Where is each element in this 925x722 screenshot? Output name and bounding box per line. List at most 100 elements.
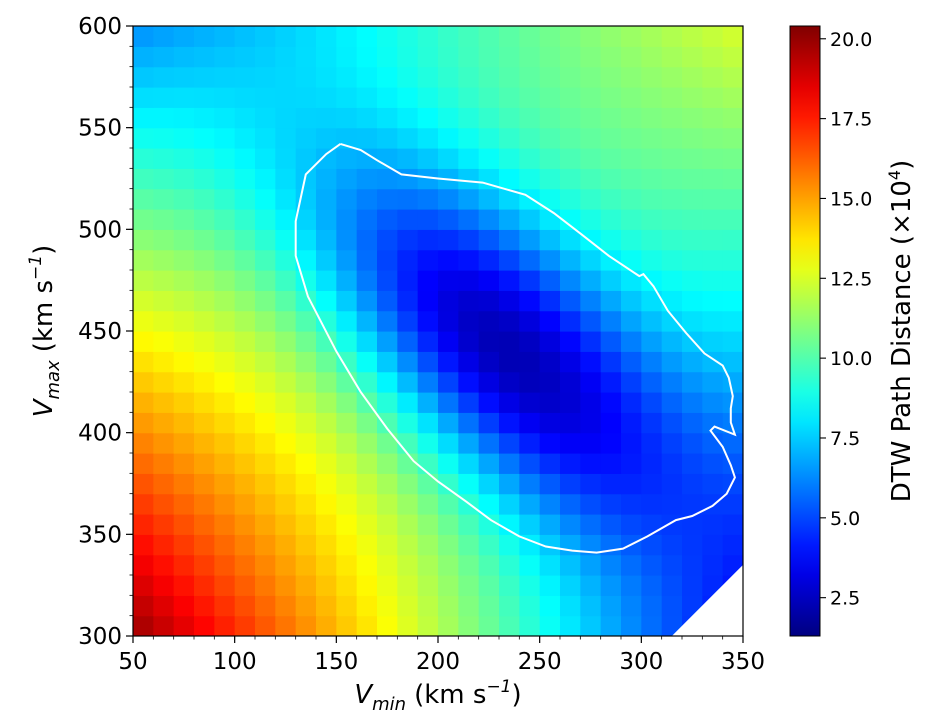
heatmap-cell [560, 371, 581, 393]
heatmap-cell [234, 371, 256, 393]
heatmap-cell [600, 290, 622, 312]
heatmap-cell [478, 127, 500, 149]
heatmap-cell [153, 412, 175, 434]
heatmap-cell [356, 554, 378, 576]
heatmap-cell [194, 595, 215, 617]
heatmap-cell [336, 473, 358, 495]
heatmap-cell [539, 270, 561, 291]
heatmap-cell [478, 595, 500, 617]
heatmap-cell [702, 87, 724, 108]
heatmap-cell [173, 127, 195, 149]
heatmap-cell [539, 229, 561, 251]
heatmap-cell [275, 107, 297, 129]
heatmap-cell [560, 412, 581, 434]
heatmap-cell [641, 46, 663, 68]
heatmap-cell [722, 229, 743, 251]
heatmap-cell [173, 432, 195, 454]
heatmap-cell [682, 453, 703, 474]
heatmap-cell [377, 209, 398, 230]
heatmap-cell [600, 371, 622, 393]
heatmap-cell [275, 249, 297, 271]
heatmap-cell [234, 46, 256, 68]
heatmap-cell [214, 249, 236, 271]
heatmap-cell [621, 249, 642, 271]
heatmap-cell [275, 534, 297, 556]
heatmap-cell [519, 595, 541, 617]
heatmap-cell [316, 371, 337, 393]
heatmap-cell [661, 453, 683, 474]
heatmap-cell [621, 615, 642, 636]
heatmap-cell [356, 229, 378, 251]
heatmap-cell [661, 66, 683, 88]
heatmap-cell [539, 87, 561, 108]
heatmap-cell [641, 392, 663, 413]
heatmap-cell [641, 168, 663, 190]
heatmap-cell [133, 148, 154, 169]
heatmap-cell [722, 351, 743, 373]
heatmap-cell [641, 412, 663, 434]
heatmap-cell [336, 554, 358, 576]
heatmap-cell [621, 148, 642, 169]
heatmap-cell [194, 473, 215, 495]
heatmap-cell [173, 66, 195, 88]
colorbar: 2.5 5.0 7.5 10.0 12.5 15.0 17.5 20.0 DTW Path D… [789, 25, 917, 637]
heatmap-cell [539, 188, 561, 210]
heatmap-cell [499, 209, 520, 230]
heatmap-cell [173, 310, 195, 332]
heatmap-cell [255, 351, 276, 373]
heatmap-cell [295, 432, 317, 454]
heatmap-cell [519, 392, 541, 413]
heatmap-cell [377, 127, 398, 149]
heatmap-cell [234, 148, 256, 169]
heatmap-cell [214, 575, 236, 596]
heatmap-cell [133, 66, 154, 88]
heatmap-cell [478, 249, 500, 271]
heatmap-cell [153, 453, 175, 474]
heatmap-cell [255, 46, 276, 68]
heatmap-cell [153, 554, 175, 576]
heatmap-cell [377, 453, 398, 474]
heatmap-cell [153, 87, 175, 108]
heatmap-cell [580, 168, 602, 190]
heatmap-cell [621, 310, 642, 332]
heatmap-cell [621, 46, 642, 68]
heatmap-cell [621, 331, 642, 352]
heatmap-cell [275, 575, 297, 596]
heatmap-cell [397, 351, 419, 373]
heatmap-cell [702, 493, 724, 515]
heatmap-cell [682, 107, 703, 129]
heatmap-cell [397, 493, 419, 515]
heatmap-cell [417, 87, 439, 108]
heatmap-cell [621, 168, 642, 190]
heatmap-cell [438, 188, 459, 210]
heatmap-cell [377, 473, 398, 495]
heatmap-cell [417, 127, 439, 149]
x-tick-label: 200 [416, 649, 460, 675]
heatmap-cell [478, 107, 500, 129]
heatmap-cell [316, 188, 337, 210]
heatmap-cell [316, 432, 337, 454]
heatmap-cell [499, 148, 520, 169]
heatmap-cell [295, 229, 317, 251]
heatmap-cell [255, 453, 276, 474]
heatmap-cell [458, 46, 480, 68]
heatmap-cell [397, 188, 419, 210]
heatmap-cell [641, 270, 663, 291]
heatmap-cell [661, 290, 683, 312]
heatmap-cell [194, 148, 215, 169]
heatmap-cell [275, 615, 297, 636]
heatmap-cell [560, 514, 581, 535]
heatmap-cell [356, 331, 378, 352]
heatmap-cell [682, 290, 703, 312]
heatmap-cell [519, 412, 541, 434]
heatmap-cell [641, 26, 663, 47]
heatmap-cell [661, 575, 683, 596]
heatmap-cell [641, 351, 663, 373]
heatmap-cell [499, 412, 520, 434]
heatmap-cell [234, 412, 256, 434]
heatmap-cell [194, 392, 215, 413]
heatmap-cell [356, 534, 378, 556]
heatmap-cell [153, 229, 175, 251]
heatmap-cell [173, 351, 195, 373]
heatmap-cell [153, 46, 175, 68]
